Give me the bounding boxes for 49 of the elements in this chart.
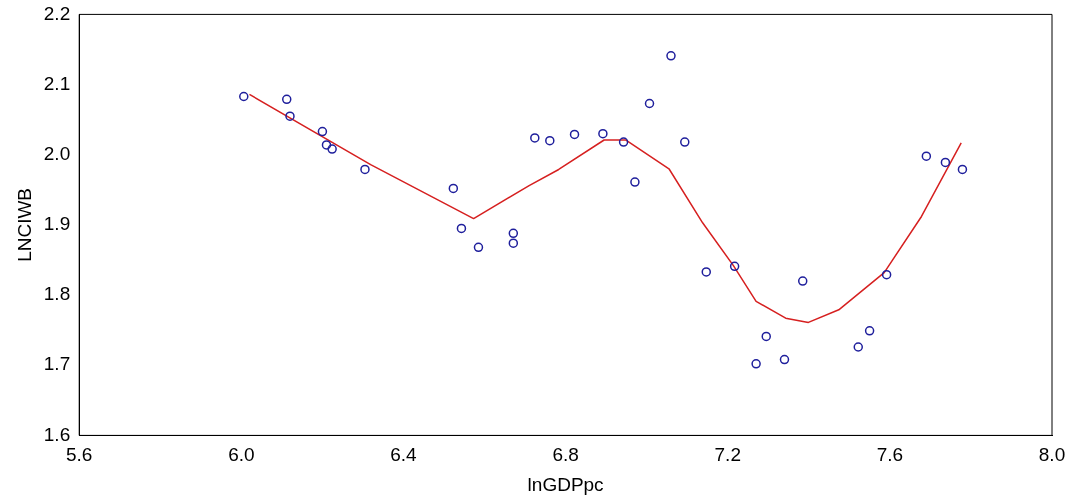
point [644,98,655,109]
point [360,164,370,175]
point [317,126,328,137]
point [921,151,932,161]
point [729,261,740,272]
point [569,129,580,140]
point [285,111,295,121]
point [239,91,249,102]
y-tick-label: 2.1 [43,72,71,94]
point [530,133,540,143]
point [701,267,712,277]
point [456,223,467,234]
y-tick-label: 1.9 [43,213,71,235]
point [864,326,875,336]
point [761,331,771,342]
point [666,51,676,61]
point [779,354,790,365]
point [473,242,484,253]
x-tick-label: 7.2 [714,444,741,466]
y-axis-title: LNCIWB [13,187,35,262]
x-axis-title: lnGDPpc [527,473,604,495]
x-tick-label: 5.6 [66,444,93,466]
y-tick-label: 2.0 [43,142,71,164]
x-tick-label: 6.0 [228,444,255,466]
point [448,183,459,194]
point [618,137,629,147]
point [327,144,337,154]
point [881,269,892,280]
point [508,228,519,239]
point [853,342,863,352]
point [508,238,519,248]
y-tick-label: 1.7 [43,353,71,375]
point [321,140,332,150]
point [957,164,968,175]
x-tick-label: 6.4 [390,444,418,466]
point [630,177,640,187]
x-tick-label: 7.6 [876,444,904,466]
point [598,128,608,139]
point [281,94,292,105]
x-tick-label: 6.8 [552,444,579,466]
point [680,137,690,147]
point [545,135,555,146]
point [940,157,951,168]
x-tick-label: 8.0 [1038,444,1066,466]
y-tick-label: 1.8 [43,283,71,305]
y-tick-label: 1.6 [43,423,71,445]
point [751,359,761,369]
point [797,276,808,286]
y-tick-label: 2.2 [43,2,71,24]
